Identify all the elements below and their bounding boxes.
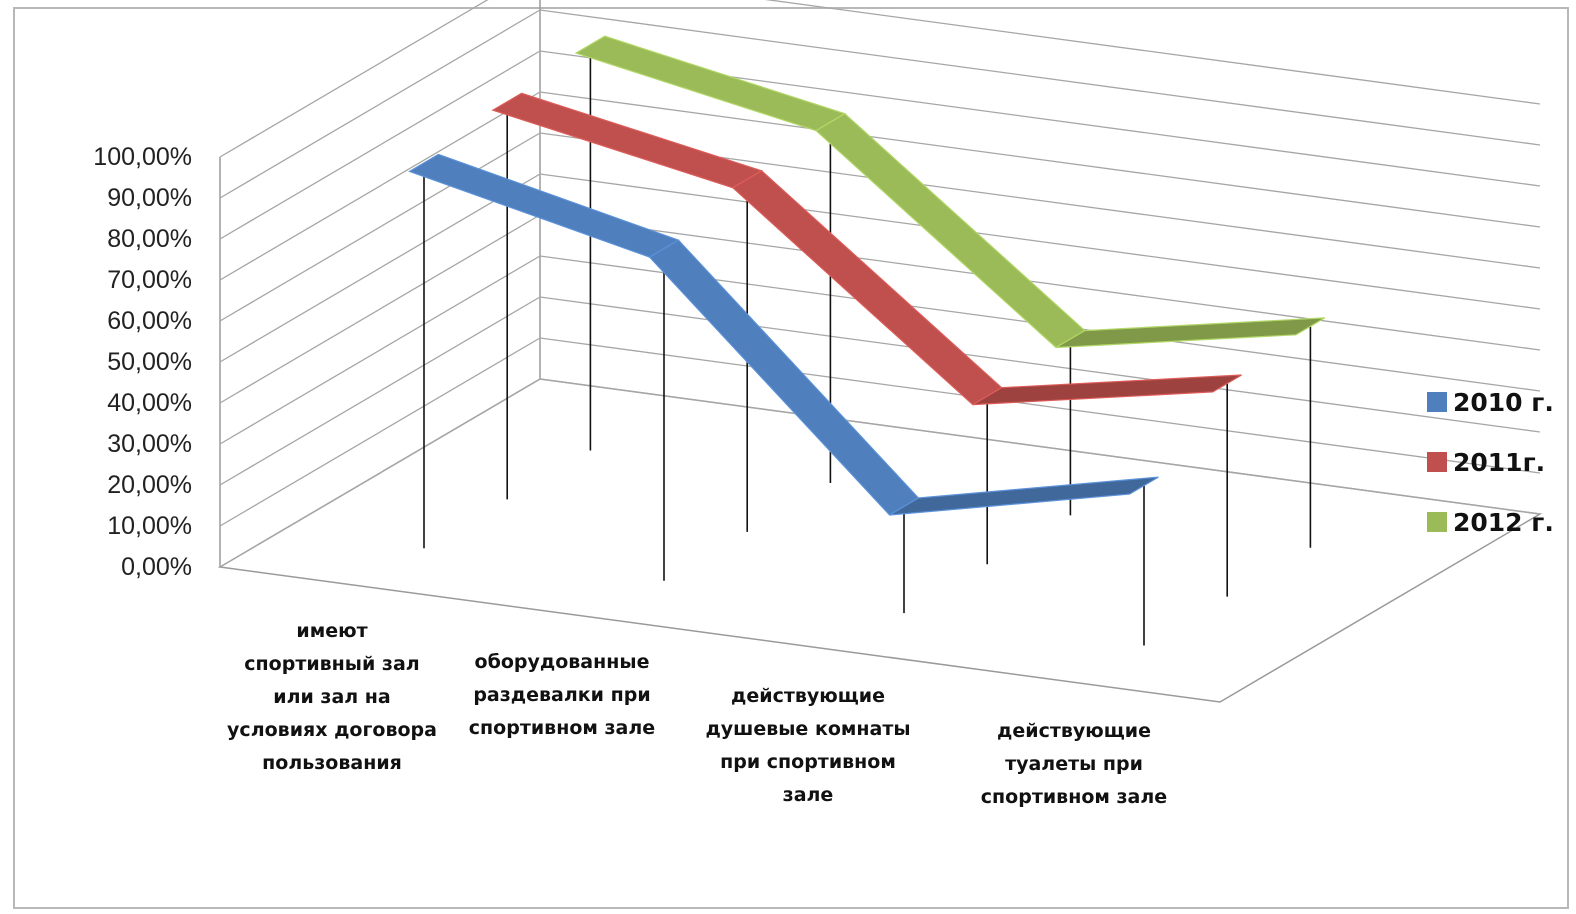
gridline — [219, 0, 1541, 158]
category-label-line: спортивном зале — [981, 786, 1167, 808]
category-label: действующие душевые комнаты при спортивном… — [705, 685, 910, 806]
legend-label: 2011г. — [1453, 448, 1545, 477]
legend-label: 2010 г. — [1453, 388, 1554, 417]
y-tick-label: 40,00% — [107, 389, 192, 417]
category-label-line: пользования — [262, 752, 402, 774]
category-label-line: спортивном зале — [469, 717, 655, 739]
category-label: действующие туалеты при спортивном зале — [981, 720, 1167, 808]
gridline — [219, 255, 1541, 445]
y-tick-label: 100,00% — [93, 143, 192, 171]
y-tick-label: 30,00% — [107, 430, 192, 458]
legend-swatch — [1427, 392, 1447, 412]
ribbon-segment — [889, 476, 1159, 516]
legend-swatch — [1427, 452, 1447, 472]
gridline — [219, 9, 1541, 199]
ribbon-segment — [1055, 317, 1326, 349]
legend-label: 2012 г. — [1453, 508, 1554, 537]
gridline — [219, 91, 1541, 281]
category-label-line: имеют — [296, 620, 367, 642]
legend-swatch — [1427, 512, 1447, 532]
y-tick-label: 50,00% — [107, 348, 192, 376]
y-tick-label: 10,00% — [107, 512, 192, 540]
category-label-line: спортивный зал — [244, 653, 419, 675]
category-label-line: или зал на — [273, 686, 391, 708]
category-labels: имеют спортивный зал или зал на условиях до… — [227, 620, 1167, 808]
gridline — [219, 50, 1541, 240]
gridline — [219, 378, 1541, 568]
gridline — [219, 132, 1541, 322]
category-label-line: действующие — [997, 720, 1151, 742]
ribbon-segment — [972, 374, 1242, 406]
category-label-line: оборудованные — [475, 651, 650, 673]
gridline — [219, 337, 1541, 527]
category-label-line: раздевалки при — [473, 684, 650, 706]
y-tick-label: 90,00% — [107, 184, 192, 212]
category-label-line: зале — [783, 784, 834, 806]
category-label: оборудованные раздевалки при спортивном за… — [469, 651, 655, 739]
gridline — [219, 173, 1541, 363]
y-axis-ticks: 0,00% 10,00% 20,00% 30,00% 40,00% 50,00% 60,00… — [93, 143, 192, 581]
y-tick-label: 0,00% — [121, 553, 192, 581]
series-ribbon — [574, 35, 1326, 349]
gridlines — [219, 0, 1541, 568]
category-label-line: условиях договора — [227, 719, 437, 741]
chart-border — [13, 7, 1569, 909]
category-label-line: при спортивном — [720, 751, 896, 773]
category-label-line: душевые комнаты — [705, 718, 910, 740]
category-label-line: туалеты при — [1005, 753, 1143, 775]
category-label-line: действующие — [731, 685, 885, 707]
y-tick-label: 20,00% — [107, 471, 192, 499]
legend: 2010 г. 2011г. 2012 г. — [1427, 388, 1554, 537]
y-tick-label: 80,00% — [107, 225, 192, 253]
series-ribbons — [408, 35, 1326, 516]
y-tick-label: 60,00% — [107, 307, 192, 335]
series-ribbon — [408, 153, 1159, 516]
category-label: имеют спортивный зал или зал на условиях до… — [227, 620, 437, 774]
y-tick-label: 70,00% — [107, 266, 192, 294]
series-ribbon — [491, 92, 1242, 406]
